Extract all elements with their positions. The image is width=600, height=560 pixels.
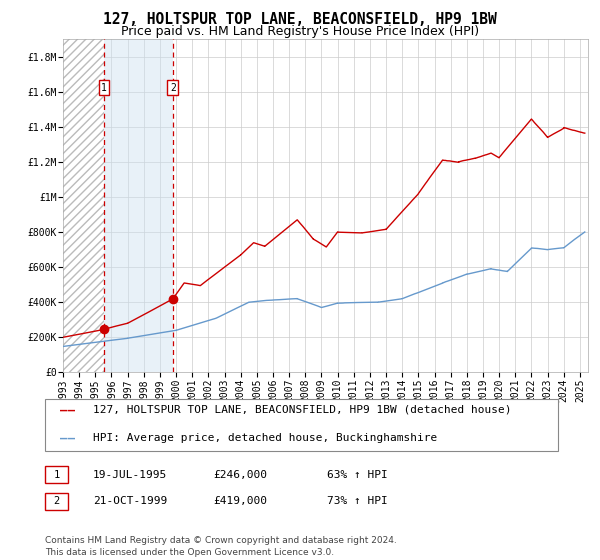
Bar (104, 39, 173, 372)
Text: 73% ↑ HPI: 73% ↑ HPI (327, 496, 388, 506)
Text: 63% ↑ HPI: 63% ↑ HPI (327, 470, 388, 480)
Text: 21-OCT-1999: 21-OCT-1999 (93, 496, 167, 506)
Text: 2: 2 (170, 82, 176, 92)
Text: Price paid vs. HM Land Registry's House Price Index (HPI): Price paid vs. HM Land Registry's House … (121, 25, 479, 38)
Bar (63, 39, 104, 372)
Text: 19-JUL-1995: 19-JUL-1995 (93, 470, 167, 480)
Text: £246,000: £246,000 (213, 470, 267, 480)
Text: 1: 1 (101, 82, 107, 92)
Text: ——: —— (60, 431, 75, 445)
Text: 127, HOLTSPUR TOP LANE, BEACONSFIELD, HP9 1BW: 127, HOLTSPUR TOP LANE, BEACONSFIELD, HP… (103, 12, 497, 27)
Text: £419,000: £419,000 (213, 496, 267, 506)
Text: 2: 2 (53, 496, 59, 506)
Text: Contains HM Land Registry data © Crown copyright and database right 2024.
This d: Contains HM Land Registry data © Crown c… (45, 536, 397, 557)
Text: 127, HOLTSPUR TOP LANE, BEACONSFIELD, HP9 1BW (detached house): 127, HOLTSPUR TOP LANE, BEACONSFIELD, HP… (93, 405, 511, 415)
Text: ——: —— (60, 403, 75, 417)
Text: HPI: Average price, detached house, Buckinghamshire: HPI: Average price, detached house, Buck… (93, 433, 437, 443)
Text: 1: 1 (53, 470, 59, 480)
